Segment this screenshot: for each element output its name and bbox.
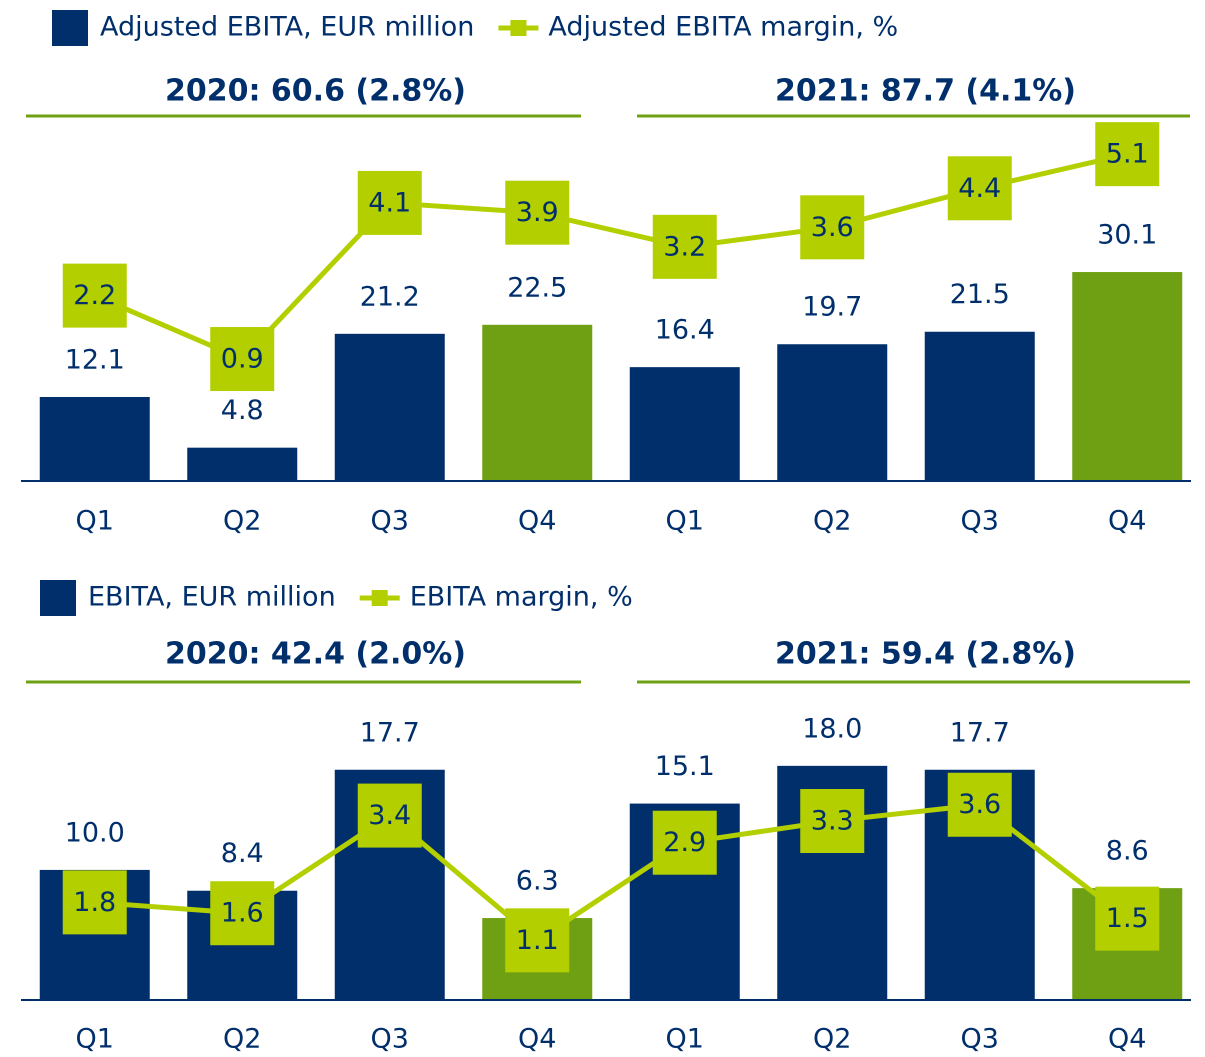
margin-value-label: 1.8 (73, 887, 116, 918)
margin-marker (800, 789, 865, 854)
margin-marker (62, 263, 127, 328)
margin-value-label: 2.9 (663, 827, 706, 858)
margin-marker (210, 881, 275, 946)
x-tick-label: Q2 (223, 1024, 261, 1055)
legend-label: EBITA, EUR million (88, 582, 336, 613)
margin-value-label: 1.5 (1106, 903, 1149, 934)
x-tick-label: Q3 (371, 1024, 409, 1055)
bar (482, 324, 593, 481)
margin-value-label: 2.2 (73, 280, 116, 311)
x-tick-label: Q4 (518, 506, 556, 537)
bar (187, 447, 298, 481)
legend-label: Adjusted EBITA margin, % (548, 12, 898, 43)
margin-marker (357, 783, 422, 848)
margin-marker (1095, 122, 1160, 187)
x-tick-label: Q1 (76, 506, 114, 537)
annotation: 2020: 60.6 (2.8%) (165, 74, 466, 109)
x-tick-label: Q4 (1108, 506, 1146, 537)
margin-marker (652, 810, 717, 875)
margin-marker (210, 327, 275, 392)
margin-marker (505, 908, 570, 973)
annotation: 2021: 87.7 (4.1%) (775, 74, 1076, 109)
x-tick-label: Q2 (813, 1024, 851, 1055)
margin-marker (505, 180, 570, 245)
margin-value-label: 3.3 (811, 806, 854, 837)
margin-value-label: 3.2 (663, 231, 706, 262)
legend-marker (371, 590, 388, 606)
bar-value-label: 21.2 (360, 281, 420, 312)
margin-value-label: 1.6 (221, 898, 264, 929)
margin-marker (357, 170, 422, 235)
bar-value-label: 30.1 (1097, 220, 1157, 251)
margin-marker (652, 214, 717, 279)
x-tick-label: Q3 (371, 506, 409, 537)
margin-value-label: 4.1 (368, 187, 411, 218)
annotation: 2021: 59.4 (2.8%) (775, 637, 1076, 672)
legend-swatch (52, 10, 88, 46)
margin-marker (800, 195, 865, 260)
bar-value-label: 15.1 (655, 751, 715, 782)
legend-marker (510, 20, 527, 36)
x-tick-label: Q4 (1108, 1024, 1146, 1055)
margin-value-label: 1.1 (516, 925, 559, 956)
x-tick-label: Q1 (666, 1024, 704, 1055)
bar (334, 333, 445, 481)
bar-value-label: 22.5 (507, 272, 567, 303)
legend-label: EBITA margin, % (410, 582, 633, 613)
bar (924, 331, 1035, 481)
bar-value-label: 10.0 (65, 817, 125, 848)
bar-value-label: 17.7 (360, 717, 420, 748)
bar-value-label: 6.3 (516, 866, 559, 897)
annotation: 2020: 42.4 (2.0%) (165, 637, 466, 672)
margin-value-label: 5.1 (1106, 139, 1149, 170)
margin-value-label: 3.6 (811, 212, 854, 243)
bar-value-label: 21.5 (950, 279, 1010, 310)
x-tick-label: Q4 (518, 1024, 556, 1055)
legend-swatch (40, 580, 76, 616)
margin-value-label: 0.9 (221, 344, 264, 375)
bar (1072, 272, 1183, 481)
margin-value-label: 3.6 (958, 789, 1001, 820)
x-tick-label: Q2 (223, 506, 261, 537)
bar (39, 396, 150, 481)
margin-marker (1095, 886, 1160, 951)
x-tick-label: Q2 (813, 506, 851, 537)
bar-value-label: 4.8 (221, 395, 264, 426)
bar (629, 367, 740, 481)
margin-marker (62, 870, 127, 935)
bar-value-label: 16.4 (655, 315, 715, 346)
bar-value-label: 19.7 (802, 292, 862, 323)
bar-value-label: 18.0 (802, 713, 862, 744)
x-tick-label: Q1 (666, 506, 704, 537)
margin-value-label: 3.9 (516, 197, 559, 228)
margin-value-label: 3.4 (368, 800, 411, 831)
bar-value-label: 12.1 (65, 344, 125, 375)
legend-label: Adjusted EBITA, EUR million (100, 12, 474, 43)
margin-value-label: 4.4 (958, 173, 1001, 204)
x-tick-label: Q3 (961, 1024, 999, 1055)
margin-marker (947, 772, 1012, 837)
bar-value-label: 8.6 (1106, 836, 1149, 867)
x-tick-label: Q1 (76, 1024, 114, 1055)
x-tick-label: Q3 (961, 506, 999, 537)
bar-value-label: 17.7 (950, 717, 1010, 748)
margin-marker (947, 156, 1012, 221)
bar-value-label: 8.4 (221, 838, 264, 869)
bar (777, 344, 888, 481)
